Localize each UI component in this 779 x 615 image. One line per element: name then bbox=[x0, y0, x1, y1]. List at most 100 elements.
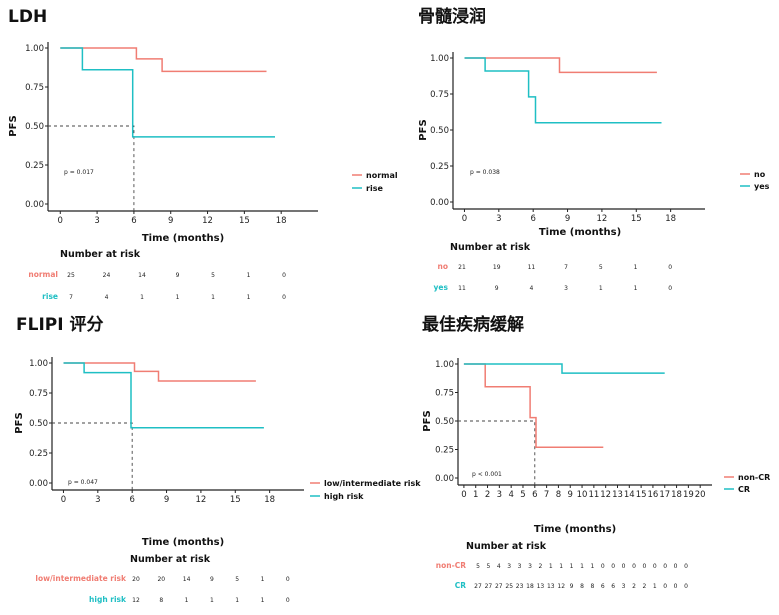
risk-value: 1 bbox=[599, 285, 603, 292]
x-tick-label: 12 bbox=[202, 216, 213, 226]
x-axis-label: Time (months) bbox=[534, 524, 616, 535]
x-axis-label: Time (months) bbox=[142, 233, 224, 244]
risk-value: 0 bbox=[622, 563, 626, 570]
risk-row-label: no bbox=[438, 262, 449, 271]
x-tick-label: 15 bbox=[636, 490, 647, 500]
risk-value: 3 bbox=[622, 583, 626, 590]
risk-value: 2 bbox=[632, 583, 636, 590]
x-tick-label: 18 bbox=[665, 214, 676, 224]
x-tick-label: 18 bbox=[264, 495, 275, 505]
risk-value: 1 bbox=[211, 294, 215, 301]
risk-value: 24 bbox=[103, 272, 111, 279]
y-tick-label: 0.25 bbox=[430, 162, 449, 172]
y-axis-label: PFS bbox=[422, 410, 433, 431]
risk-value: 7 bbox=[564, 264, 568, 271]
x-tick-label: 0 bbox=[462, 214, 467, 224]
km-curve-normal bbox=[60, 47, 267, 73]
km-curve-rise bbox=[60, 47, 275, 138]
risk-value: 8 bbox=[159, 597, 163, 604]
x-tick-label: 20 bbox=[695, 490, 706, 500]
risk-value: 2 bbox=[538, 563, 542, 570]
risk-value: 8 bbox=[590, 583, 594, 590]
risk-value: 0 bbox=[286, 576, 290, 583]
x-axis-label: Time (months) bbox=[539, 227, 621, 238]
risk-value: 1 bbox=[247, 294, 251, 301]
x-tick-label: 0 bbox=[461, 490, 466, 500]
x-tick-label: 16 bbox=[648, 490, 659, 500]
y-tick-label: 0.50 bbox=[430, 126, 449, 136]
risk-value: 11 bbox=[458, 285, 466, 292]
risk-value: 0 bbox=[674, 563, 678, 570]
risk-value: 1 bbox=[653, 583, 657, 590]
risk-value: 9 bbox=[495, 285, 499, 292]
y-tick-label: 0.25 bbox=[435, 446, 454, 456]
risk-value: 5 bbox=[486, 563, 490, 570]
x-tick-label: 7 bbox=[544, 490, 549, 500]
y-axis-label: PFS bbox=[14, 412, 25, 433]
y-tick-label: 0.75 bbox=[25, 83, 44, 93]
risk-value: 19 bbox=[493, 264, 501, 271]
y-tick-label: 0.00 bbox=[29, 479, 48, 489]
y-tick-label: 0.25 bbox=[25, 161, 44, 171]
km-curve-low-intermediate-risk bbox=[63, 362, 256, 382]
risk-value: 4 bbox=[105, 294, 109, 301]
p-value: p < 0.001 bbox=[472, 471, 502, 478]
median-marker bbox=[48, 125, 135, 211]
risk-value: 0 bbox=[282, 294, 286, 301]
risk-value: 8 bbox=[580, 583, 584, 590]
risk-table-title: Number at risk bbox=[130, 554, 211, 565]
x-tick-label: 15 bbox=[239, 216, 250, 226]
risk-value: 4 bbox=[497, 563, 501, 570]
risk-value: 1 bbox=[185, 597, 189, 604]
panel-title: 最佳疾病缓解 bbox=[422, 314, 524, 335]
x-tick-label: 6 bbox=[532, 490, 537, 500]
risk-value: 25 bbox=[505, 583, 513, 590]
x-tick-label: 1 bbox=[473, 490, 478, 500]
y-tick-label: 1.00 bbox=[435, 360, 454, 370]
risk-value: 18 bbox=[526, 583, 534, 590]
risk-value: 1 bbox=[634, 285, 638, 292]
legend-label: low/intermediate risk bbox=[324, 479, 421, 488]
x-tick-label: 17 bbox=[659, 490, 670, 500]
risk-value: 23 bbox=[516, 583, 524, 590]
risk-value: 1 bbox=[570, 563, 574, 570]
risk-value: 0 bbox=[663, 563, 667, 570]
x-tick-label: 13 bbox=[612, 490, 623, 500]
risk-value: 1 bbox=[634, 264, 638, 271]
y-tick-label: 1.00 bbox=[25, 44, 44, 54]
median-marker bbox=[458, 420, 536, 485]
risk-value: 1 bbox=[261, 597, 265, 604]
x-tick-label: 12 bbox=[195, 495, 206, 505]
x-tick-label: 3 bbox=[94, 216, 99, 226]
x-tick-label: 9 bbox=[568, 490, 573, 500]
risk-row-label: rise bbox=[42, 292, 58, 301]
legend-label: normal bbox=[366, 171, 398, 180]
risk-value: 3 bbox=[528, 563, 532, 570]
km-curve-high-risk bbox=[63, 362, 264, 429]
risk-table-title: Number at risk bbox=[466, 541, 547, 552]
risk-value: 5 bbox=[599, 264, 603, 271]
risk-value: 7 bbox=[69, 294, 73, 301]
x-tick-label: 19 bbox=[683, 490, 694, 500]
x-tick-label: 18 bbox=[671, 490, 682, 500]
x-tick-label: 15 bbox=[230, 495, 241, 505]
risk-value: 5 bbox=[476, 563, 480, 570]
x-tick-label: 12 bbox=[600, 490, 611, 500]
risk-value: 27 bbox=[474, 583, 482, 590]
x-tick-label: 12 bbox=[596, 214, 607, 224]
risk-table-title: Number at risk bbox=[450, 242, 531, 253]
risk-value: 3 bbox=[564, 285, 568, 292]
x-tick-label: 9 bbox=[164, 495, 169, 505]
x-tick-label: 4 bbox=[508, 490, 513, 500]
risk-value: 0 bbox=[611, 563, 615, 570]
km-panel-3: FLIPI 评分0.000.250.500.751.000 3 6 9 12 15 18Ti… bbox=[14, 315, 421, 604]
legend-label: rise bbox=[366, 184, 383, 193]
risk-value: 6 bbox=[611, 583, 615, 590]
risk-value: 0 bbox=[684, 583, 688, 590]
risk-value: 0 bbox=[668, 285, 672, 292]
risk-value: 1 bbox=[210, 597, 214, 604]
x-axis-label: Time (months) bbox=[142, 537, 224, 548]
risk-value: 0 bbox=[286, 597, 290, 604]
